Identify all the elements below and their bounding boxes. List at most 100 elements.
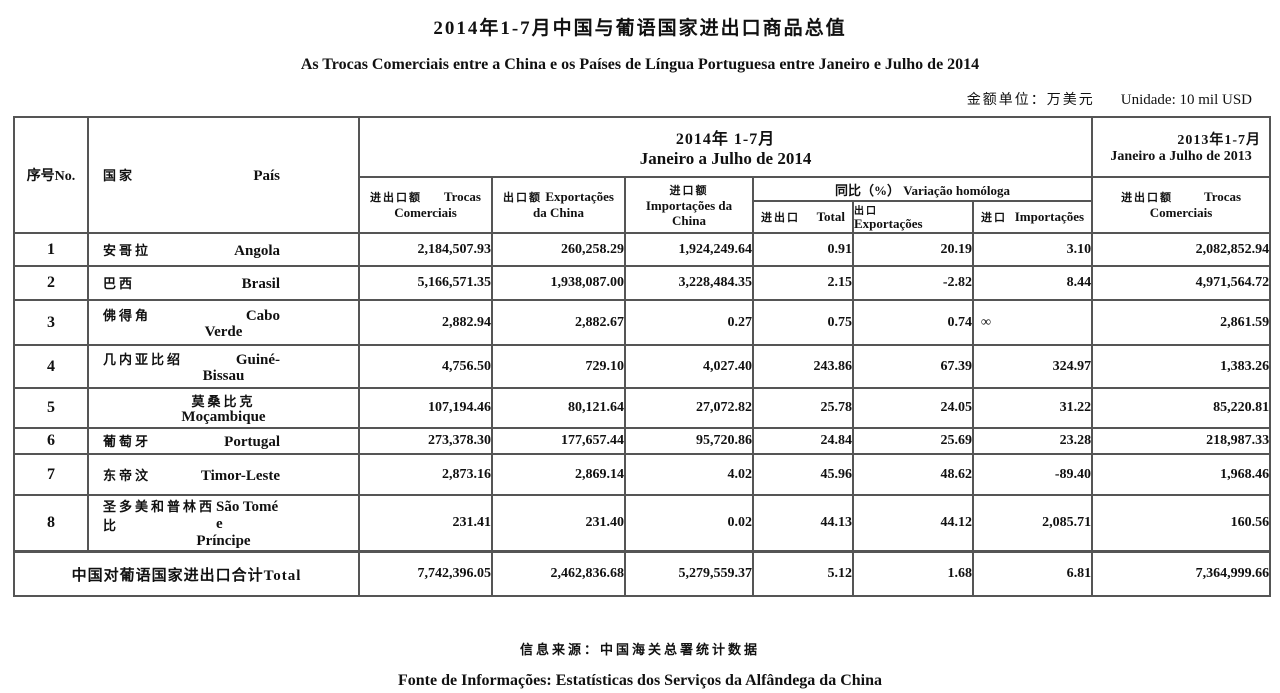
trade-table: 序号No. 国家 País 2014年 1-7月 Janeiro a Julho… <box>13 116 1272 598</box>
total-importacoes: 5,279,559.37 <box>624 549 754 598</box>
value-importacoes: 95,720.86 <box>624 427 754 455</box>
row-number: 6 <box>13 427 89 455</box>
total-yoy-importacoes: 6.81 <box>971 549 1094 598</box>
col-group-yoy: 同比（%） Variação homóloga <box>751 176 1094 202</box>
col-header-trocas-pt1: Trocas <box>443 189 481 204</box>
value-yoy-importacoes: 2,085.71 <box>971 493 1094 553</box>
col-header-yoy-importacoes: 进口 Importações <box>971 200 1094 234</box>
page-title-zh: 2014年1-7月中国与葡语国家进出口商品总值 <box>433 18 847 39</box>
row-number: 2 <box>13 265 89 301</box>
value-exportacoes: 729.10 <box>491 344 626 389</box>
col-group-2014-zh: 2014年 1-7月 <box>675 131 776 148</box>
value-yoy-total: 25.78 <box>752 387 854 429</box>
col-header-exportacoes-pt1: Exportações <box>545 189 614 204</box>
row-number: 7 <box>13 453 89 496</box>
value-trocas-2014: 2,873.16 <box>358 453 493 496</box>
source-note-zh: 信息来源：中国海关总署统计数据 <box>519 642 760 658</box>
country-name-zh: 葡萄牙 <box>103 434 152 449</box>
col-header-yoy-exportacoes-zh: 出口 <box>854 206 878 218</box>
col-header-no: 序号No. <box>13 116 89 234</box>
value-yoy-exportacoes: 44.12 <box>852 493 974 553</box>
value-yoy-exportacoes: 25.69 <box>852 427 974 455</box>
col-header-trocas-zh: 进出口额 <box>370 192 422 204</box>
total-yoy-total: 5.12 <box>752 549 854 598</box>
value-trocas-2013: 1,383.26 <box>1091 344 1272 389</box>
country-cell: 佛得角 Cabo Verde <box>87 299 360 346</box>
country-name-pt: Timor-Leste <box>200 467 280 484</box>
total-yoy-exportacoes: 1.68 <box>852 549 974 598</box>
col-header-exportacoes-pt2: da China <box>533 205 584 220</box>
value-exportacoes: 80,121.64 <box>491 387 626 429</box>
col-header-country-zh: 国家 <box>103 168 136 183</box>
value-importacoes: 1,924,249.64 <box>624 232 754 267</box>
col-group-2014: 2014年 1-7月 Janeiro a Julho de 2014 <box>357 116 1094 178</box>
col-group-2014-pt: Janeiro a Julho de 2014 <box>639 149 812 168</box>
table-row-brasil: 2 巴西 Brasil 5,166,571.35 1,938,087.00 3,… <box>13 265 1272 301</box>
value-yoy-total: 243.86 <box>752 344 854 389</box>
value-importacoes: 0.27 <box>624 299 754 346</box>
value-yoy-importacoes: 8.44 <box>971 265 1094 301</box>
header-row-groups: 序号No. 国家 País 2014年 1-7月 Janeiro a Julho… <box>13 116 1272 234</box>
country-name-zh: 东帝汶 <box>103 467 152 483</box>
country-cell: 巴西 Brasil <box>87 265 360 301</box>
value-exportacoes: 177,657.44 <box>491 427 626 455</box>
col-header-yoy-importacoes-zh: 进口 <box>981 212 1007 224</box>
value-exportacoes: 231.40 <box>491 493 626 553</box>
table-row-mocambique: 5 莫桑比克 Moçambique 107,194.46 80,121.64 2… <box>13 387 1272 429</box>
unit-note-pt: Unidade: 10 mil USD <box>1120 92 1252 108</box>
country-name-zh: 佛得角 <box>103 307 152 323</box>
row-number: 1 <box>13 232 89 267</box>
col-header-country: 国家 País <box>87 116 360 234</box>
value-trocas-2013: 4,971,564.72 <box>1091 265 1272 301</box>
col-header-yoy-total-zh: 进出口 <box>761 212 800 224</box>
country-cell: 安哥拉 Angola <box>87 232 360 267</box>
row-number: 3 <box>13 299 89 346</box>
country-cell: 东帝汶 Timor-Leste <box>87 453 360 496</box>
table-row-total: 中国对葡语国家进出口合计Total 7,742,396.05 2,462,836… <box>13 549 1272 598</box>
col-header-country-pt: País <box>253 168 280 184</box>
country-name-pt-line2: Príncipe <box>196 533 251 549</box>
country-name-zh: 巴西 <box>103 276 136 291</box>
total-trocas-2013: 7,364,999.66 <box>1091 549 1272 598</box>
country-name-zh: 安哥拉 <box>103 242 152 258</box>
value-importacoes: 27,072.82 <box>624 387 754 429</box>
country-cell: 葡萄牙 Portugal <box>87 427 360 455</box>
total-trocas-2014: 7,742,396.05 <box>358 549 493 598</box>
value-yoy-exportacoes: 24.05 <box>852 387 974 429</box>
col-header-yoy-total-pt: Total <box>816 209 845 224</box>
col-header-yoy-importacoes-pt: Importações <box>1014 209 1085 224</box>
value-trocas-2014: 273,378.30 <box>358 427 493 455</box>
value-yoy-total: 2.15 <box>752 265 854 301</box>
table-row-angola: 1 安哥拉 Angola 2,184,507.93 260,258.29 1,9… <box>13 232 1272 267</box>
col-header-trocas-2013-pt2: Comerciais <box>1149 205 1213 220</box>
country-name-pt: São Tomé e <box>216 499 279 532</box>
value-yoy-total: 24.84 <box>752 427 854 455</box>
value-trocas-2014: 4,756.50 <box>358 344 493 389</box>
value-trocas-2014: 231.41 <box>358 493 493 553</box>
source-note-pt: Fonte de Informações: Estatísticas dos S… <box>397 672 882 690</box>
table-row-sao-tome: 8 圣多美和普林西比 São Tomé e Príncipe 231.41 23… <box>13 493 1272 553</box>
row-number: 5 <box>13 387 89 429</box>
value-yoy-importacoes: 324.97 <box>971 344 1094 389</box>
country-name-pt: Portugal <box>224 434 280 450</box>
col-header-yoy-exportacoes: 出口 Exportações <box>852 200 974 234</box>
value-yoy-importacoes: 3.10 <box>971 232 1094 267</box>
value-exportacoes: 260,258.29 <box>491 232 626 267</box>
country-name-pt: Brasil <box>241 276 280 292</box>
value-trocas-2013: 2,082,852.94 <box>1091 232 1272 267</box>
value-trocas-2013: 1,968.46 <box>1091 453 1272 496</box>
country-cell: 几内亚比绍 Guiné- Bissau <box>87 344 360 389</box>
col-header-trocas: 进出口额 Trocas Comerciais <box>358 176 493 234</box>
value-exportacoes: 2,882.67 <box>491 299 626 346</box>
value-yoy-importacoes: 31.22 <box>971 387 1094 429</box>
table-row-guine-bissau: 4 几内亚比绍 Guiné- Bissau 4,756.50 729.10 4,… <box>13 344 1272 389</box>
col-header-importacoes: 进口额 Importações da China <box>624 176 754 234</box>
col-header-importacoes-pt: Importações da China <box>645 198 733 228</box>
value-trocas-2013: 85,220.81 <box>1091 387 1272 429</box>
value-importacoes: 4.02 <box>624 453 754 496</box>
value-trocas-2014: 107,194.46 <box>358 387 493 429</box>
table-row-timor-leste: 7 东帝汶 Timor-Leste 2,873.16 2,869.14 4.02… <box>13 453 1272 496</box>
col-header-trocas-pt2: Comerciais <box>394 205 457 220</box>
value-yoy-exportacoes: -2.82 <box>852 265 974 301</box>
value-trocas-2013: 2,861.59 <box>1091 299 1272 346</box>
